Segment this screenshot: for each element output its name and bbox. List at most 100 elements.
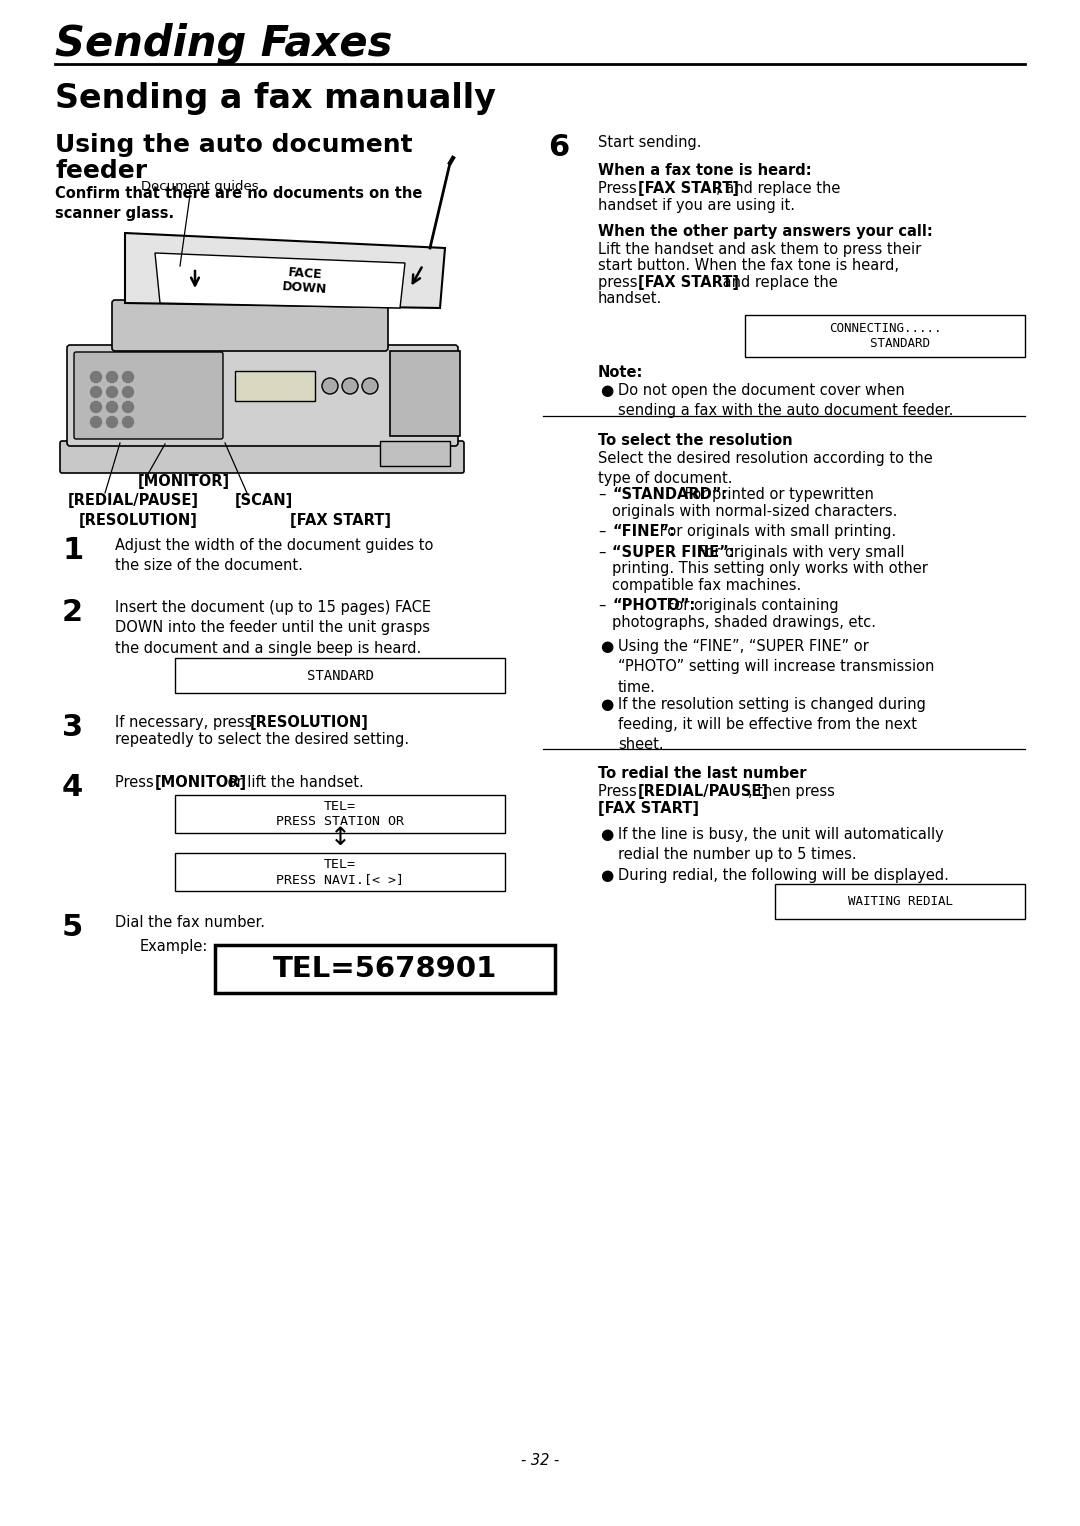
Bar [175,658,505,693]
Text: photographs, shaded drawings, etc.: photographs, shaded drawings, etc. [612,615,876,630]
Text: If the line is busy, the unit will automatically
redial the number up to 5 times: If the line is busy, the unit will autom… [618,827,944,862]
Text: Note:: Note: [598,365,644,380]
Text: –: – [598,523,606,539]
Text: “FINE”:: “FINE”: [612,523,675,539]
Bar [745,314,1025,357]
Circle shape [107,401,118,412]
Text: [FAX START]: [FAX START] [638,182,739,195]
Text: TEL=
PRESS NAVI.[< >]: TEL= PRESS NAVI.[< >] [276,858,404,887]
Circle shape [122,417,134,427]
Text: feeder: feeder [55,159,147,183]
Text: ●: ● [600,867,613,882]
Bar [775,884,1025,919]
Text: repeatedly to select the desired setting.: repeatedly to select the desired setting… [114,731,409,746]
Text: .: . [678,801,683,815]
Text: [RESOLUTION]: [RESOLUTION] [79,513,198,528]
Text: When the other party answers your call:: When the other party answers your call: [598,223,933,238]
Polygon shape [156,253,405,308]
Text: Insert the document (up to 15 pages) FACE
DOWN into the feeder until the unit gr: Insert the document (up to 15 pages) FAC… [114,600,431,656]
Circle shape [342,378,357,394]
Text: If the resolution setting is changed during
feeding, it will be effective from t: If the resolution setting is changed dur… [618,696,926,752]
Text: - 32 -: - 32 - [521,1453,559,1468]
Polygon shape [125,233,445,308]
Text: handset.: handset. [598,291,662,307]
Circle shape [322,378,338,394]
Circle shape [107,386,118,397]
Text: CONNECTING.....
    STANDARD: CONNECTING..... STANDARD [828,322,942,349]
Text: [FAX START]: [FAX START] [638,275,739,290]
Text: “SUPER FINE”:: “SUPER FINE”: [612,545,734,560]
Text: [RESOLUTION]: [RESOLUTION] [249,716,369,729]
Text: originals with normal-sized characters.: originals with normal-sized characters. [612,504,897,519]
Circle shape [91,386,102,397]
Text: If necessary, press: If necessary, press [114,716,257,729]
Text: TEL=5678901: TEL=5678901 [273,955,497,983]
Text: Do not open the document cover when
sending a fax with the auto document feeder.: Do not open the document cover when send… [618,383,954,418]
Text: For originals with small printing.: For originals with small printing. [656,523,896,539]
Text: ●: ● [600,827,613,841]
Text: and replace the: and replace the [718,275,838,290]
Text: WAITING REDIAL: WAITING REDIAL [848,896,953,908]
Text: Select the desired resolution according to the
type of document.: Select the desired resolution according … [598,452,933,487]
Text: For originals with very small: For originals with very small [692,545,904,560]
Circle shape [91,417,102,427]
Text: Sending Faxes: Sending Faxes [55,23,392,66]
Text: [REDIAL/PAUSE]: [REDIAL/PAUSE] [638,784,769,800]
Text: Using the “FINE”, “SUPER FINE” or
“PHOTO” setting will increase transmission
tim: Using the “FINE”, “SUPER FINE” or “PHOTO… [618,639,934,694]
Text: Confirm that there are no documents on the
scanner glass.: Confirm that there are no documents on t… [55,186,422,221]
Text: Sending a fax manually: Sending a fax manually [55,82,496,114]
Polygon shape [380,441,450,465]
Text: [MONITOR]: [MONITOR] [138,475,230,488]
Bar [175,795,505,833]
Text: printing. This setting only works with other: printing. This setting only works with o… [612,562,928,575]
Text: Adjust the width of the document guides to
the size of the document.: Adjust the width of the document guides … [114,539,433,574]
Text: “PHOTO”:: “PHOTO”: [612,598,696,613]
Text: Press: Press [114,775,159,790]
Text: ●: ● [600,696,613,711]
Bar [175,853,505,891]
Text: , and replace the: , and replace the [716,182,840,195]
Circle shape [122,371,134,383]
Text: 1: 1 [62,536,83,565]
Text: ●: ● [600,639,613,655]
Text: 3: 3 [62,713,83,742]
Text: Using the auto document: Using the auto document [55,133,413,157]
Text: [FAX START]: [FAX START] [598,801,699,815]
Text: 2: 2 [62,598,83,627]
Text: press: press [598,275,643,290]
Circle shape [91,401,102,412]
Circle shape [122,401,134,412]
Text: 4: 4 [62,774,83,803]
FancyBboxPatch shape [75,353,222,439]
Text: During redial, the following will be displayed.: During redial, the following will be dis… [618,867,949,882]
FancyBboxPatch shape [112,301,388,351]
Text: Press: Press [598,784,642,800]
Text: To select the resolution: To select the resolution [598,433,793,449]
Text: For printed or typewritten: For printed or typewritten [680,487,874,502]
Text: Example:: Example: [140,938,208,954]
Circle shape [91,371,102,383]
Text: start button. When the fax tone is heard,: start button. When the fax tone is heard… [598,258,899,273]
FancyBboxPatch shape [67,345,458,446]
Text: or lift the handset.: or lift the handset. [222,775,364,790]
Text: –: – [598,598,606,613]
Text: ↕: ↕ [329,826,351,850]
Bar [235,371,315,401]
Text: Dial the fax number.: Dial the fax number. [114,916,265,929]
Circle shape [107,417,118,427]
Text: –: – [598,545,606,560]
Text: , then press: , then press [748,784,835,800]
Circle shape [122,386,134,397]
Text: [MONITOR]: [MONITOR] [156,775,247,790]
Text: Lift the handset and ask them to press their: Lift the handset and ask them to press t… [598,241,921,256]
Text: STANDARD: STANDARD [307,668,374,682]
Text: ●: ● [600,383,613,398]
Bar [215,945,555,993]
Text: [REDIAL/PAUSE]: [REDIAL/PAUSE] [68,493,199,508]
Circle shape [362,378,378,394]
Text: [SCAN]: [SCAN] [235,493,294,508]
Text: [FAX START]: [FAX START] [289,513,391,528]
Text: 6: 6 [548,133,569,162]
Text: TEL=
PRESS STATION OR: TEL= PRESS STATION OR [276,800,404,829]
Polygon shape [390,351,460,436]
